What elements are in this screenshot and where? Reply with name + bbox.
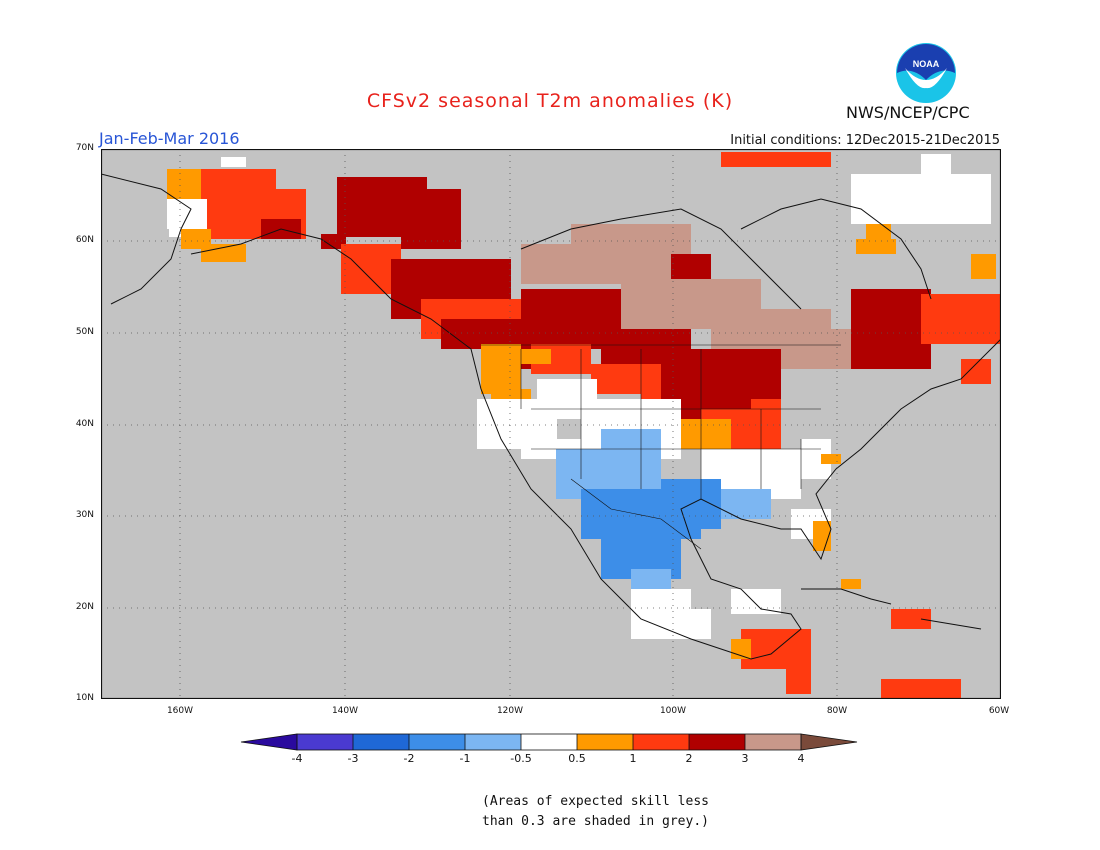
colorbar-swatch (465, 734, 521, 750)
lat-label: 70N (75, 143, 94, 153)
colorbar-label: -1 (459, 752, 471, 765)
colorbar-label: 3 (741, 752, 749, 765)
colorbar-swatch (577, 734, 633, 750)
united-states-region (477, 344, 841, 609)
colorbar-label: -4 (291, 752, 303, 765)
lat-label: 40N (75, 419, 94, 429)
coastlines (101, 173, 1001, 660)
agency-label: NWS/NCEP/CPC (846, 103, 970, 122)
colorbar-label: -2 (403, 752, 415, 765)
lat-label: 30N (75, 510, 94, 520)
map-title: CFSv2 seasonal T2m anomalies (K) (366, 90, 734, 112)
colorbar-swatch (521, 734, 577, 750)
colorbar-label: 1 (629, 752, 637, 765)
skill-note: (Areas of expected skill less than 0.3 a… (482, 792, 709, 832)
colorbar-swatch (353, 734, 409, 750)
forecast-period: Jan-Feb-Mar 2016 (99, 129, 240, 148)
colorbar-label: -3 (347, 752, 359, 765)
lon-label: 60W (988, 706, 1010, 716)
lon-label: 140W (331, 706, 359, 716)
colorbar-swatch (745, 734, 801, 750)
colorbar-label: -0.5 (510, 752, 532, 765)
lat-label: 60N (75, 235, 94, 245)
colorbar-swatch (297, 734, 353, 750)
colorbar-label: 4 (797, 752, 805, 765)
lon-label: 80W (826, 706, 848, 716)
alaska-region (167, 157, 346, 262)
lon-label: 160W (166, 706, 194, 716)
skill-note-line2: than 0.3 are shaded in grey.) (482, 814, 709, 829)
skill-note-line1: (Areas of expected skill less (482, 794, 709, 809)
colorbar-swatch (689, 734, 745, 750)
colorbar-label: 2 (685, 752, 693, 765)
initial-conditions: Initial conditions: 12Dec2015-21Dec2015 (730, 133, 1000, 148)
colorbar-swatch (409, 734, 465, 750)
colorbar-arrow-high (801, 734, 857, 750)
noaa-logo: NOAA (896, 43, 956, 103)
lat-label: 10N (75, 693, 94, 703)
lat-label: 20N (75, 602, 94, 612)
colorbar-label: 0.5 (568, 752, 586, 765)
colorbar-arrow-low (241, 734, 297, 750)
lon-label: 120W (496, 706, 524, 716)
borders (481, 344, 841, 550)
anomaly-map (101, 149, 1001, 699)
mexico-caribbean-region (631, 579, 961, 699)
lat-label: 50N (75, 327, 94, 337)
colorbar-swatch (633, 734, 689, 750)
central-canada-region (521, 152, 1001, 384)
noaa-logo-text: NOAA (913, 59, 940, 69)
lon-label: 100W (659, 706, 687, 716)
graticule (101, 149, 1001, 699)
